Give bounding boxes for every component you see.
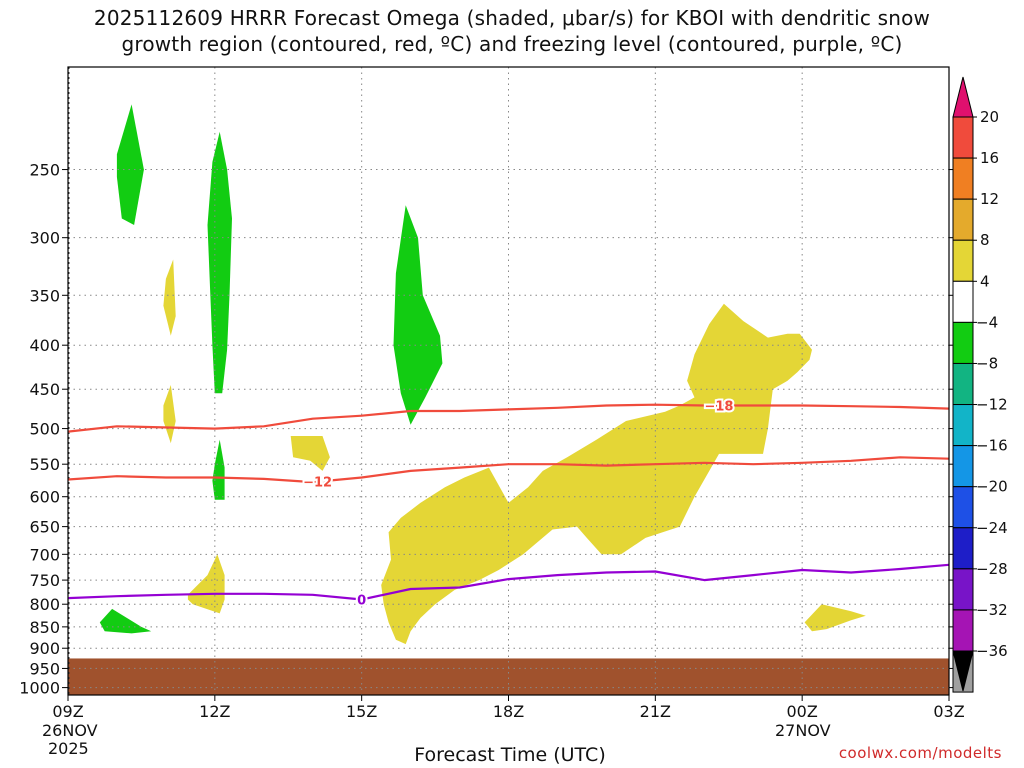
contour-line-0	[67, 403, 950, 433]
colorbar-band-11	[952, 568, 974, 611]
y-tick-label-450: 450	[29, 380, 60, 399]
y-tick-label-700: 700	[29, 545, 60, 564]
contour-layer: −18 −12 0	[67, 397, 950, 611]
colorbar-bottom-arrow	[952, 650, 974, 692]
colorbar-label-4: 4	[980, 272, 990, 290]
colorbar-band-3	[952, 239, 974, 282]
contour-line-2	[67, 563, 950, 601]
colorbar-band-4	[952, 280, 974, 323]
colorbar-band-2	[952, 198, 974, 241]
colorbar: 20 16 12 8 4 −4 −8 −12 −16 −20 −24 −28 −32 −36	[952, 76, 1008, 693]
x-tick-label-15Z: 15Z	[346, 702, 377, 721]
colorbar-label-13: −36	[976, 642, 1008, 660]
colorbar-label-3: 8	[980, 231, 990, 249]
colorbar-label-7: −12	[976, 396, 1008, 414]
colorbar-label-10: −24	[976, 519, 1008, 537]
y-tick-label-900: 900	[29, 639, 60, 658]
colorbar-label-12: −32	[976, 601, 1008, 619]
y-tick-label-950: 950	[29, 659, 60, 678]
omega-region-2	[212, 439, 225, 500]
x-axis-label: Forecast Time (UTC)	[414, 744, 606, 766]
y-tick-label-650: 650	[29, 518, 60, 537]
y-tick-label-800: 800	[29, 595, 60, 614]
y-tick-label-600: 600	[29, 488, 60, 507]
colorbar-band-0	[952, 116, 974, 159]
chart-title-line-1: 2025112609 HRRR Forecast Omega (shaded, …	[93, 6, 931, 30]
shaded-regions-layer	[99, 104, 866, 645]
x-date-label-day1: 26NOV	[42, 721, 98, 740]
colorbar-label-6: −8	[976, 354, 998, 372]
colorbar-label-5: −4	[976, 313, 998, 331]
site-credit: coolwx.com/modelts	[838, 744, 1002, 762]
chart-title-line-2: growth region (contoured, red, ºC) and f…	[121, 32, 903, 56]
colorbar-band-12	[952, 609, 974, 652]
contour-label-2: 0	[357, 594, 366, 609]
contour-label-1: −12	[303, 476, 332, 491]
y-tick-label-400: 400	[29, 336, 60, 355]
x-tick-label-00Z: 00Z	[787, 702, 818, 721]
colorbar-band-9	[952, 486, 974, 529]
colorbar-label-9: −20	[976, 478, 1008, 496]
colorbar-band-8	[952, 445, 974, 488]
colorbar-label-0: 20	[980, 108, 999, 126]
x-tick-label-03Z: 03Z	[933, 702, 964, 721]
y-tick-label-850: 850	[29, 618, 60, 637]
x-axis: 09Z 12Z 15Z 18Z 21Z 00Z 03Z	[52, 695, 965, 721]
y-tick-label-1000: 1000	[19, 679, 60, 698]
y-tick-label-350: 350	[29, 286, 60, 305]
omega-region-8	[187, 554, 225, 614]
omega-region-7	[290, 436, 330, 471]
colorbar-label-1: 16	[980, 149, 999, 167]
omega-region-10	[381, 303, 812, 645]
y-tick-label-300: 300	[29, 229, 60, 248]
y-tick-label-750: 750	[29, 571, 60, 590]
y-tick-label-250: 250	[29, 161, 60, 180]
y-axis: 250 300 350 400 450 500 550 600 650 700 750 800 850 9…	[19, 161, 955, 698]
contour-label-0: −18	[704, 399, 733, 414]
omega-region-3	[99, 608, 152, 634]
omega-region-0	[116, 104, 144, 225]
colorbar-band-6	[952, 362, 974, 406]
x-tick-label-21Z: 21Z	[640, 702, 671, 721]
y-tick-label-500: 500	[29, 420, 60, 439]
omega-region-4	[393, 205, 443, 425]
colorbar-label-2: 12	[980, 190, 999, 208]
y-tick-label-550: 550	[29, 455, 60, 474]
colorbar-band-7	[952, 404, 974, 447]
colorbar-label-8: −16	[976, 437, 1008, 455]
omega-region-9	[804, 604, 866, 632]
omega-region-5	[163, 259, 176, 336]
colorbar-label-11: −28	[976, 560, 1008, 578]
colorbar-band-1	[952, 157, 974, 200]
x-date-label-day2: 27NOV	[775, 721, 831, 740]
omega-region-6	[163, 385, 176, 444]
colorbar-band-10	[952, 527, 974, 570]
x-date-label-year: 2025	[48, 739, 89, 758]
x-tick-label-18Z: 18Z	[493, 702, 524, 721]
omega-region-1	[207, 131, 232, 394]
x-tick-label-09Z: 09Z	[52, 702, 83, 721]
contour-line-1	[67, 456, 950, 484]
colorbar-top-arrow	[952, 76, 974, 118]
colorbar-band-5	[952, 321, 974, 364]
x-tick-label-12Z: 12Z	[199, 702, 230, 721]
